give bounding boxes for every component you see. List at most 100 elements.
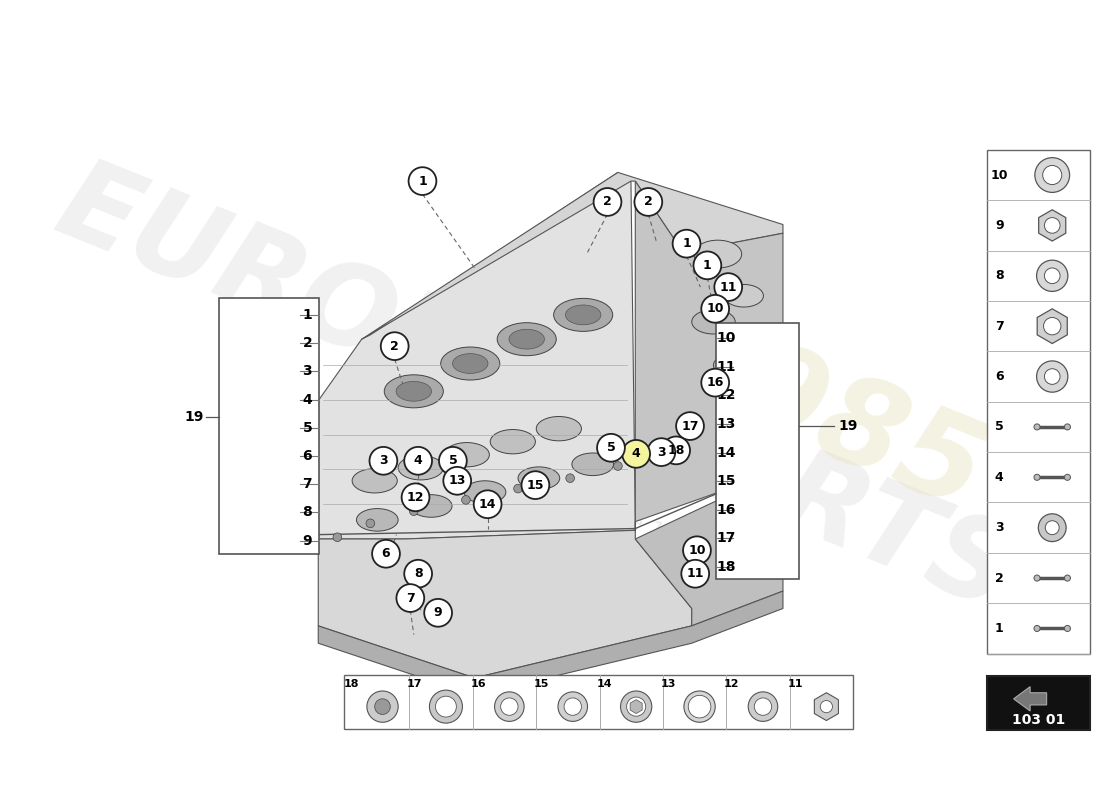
Circle shape <box>474 490 502 518</box>
Text: 12: 12 <box>717 389 736 402</box>
Circle shape <box>1036 260 1068 291</box>
Text: 8: 8 <box>994 270 1003 282</box>
Text: 1: 1 <box>994 622 1003 635</box>
Polygon shape <box>309 173 636 539</box>
Bar <box>219 298 319 554</box>
Text: 18: 18 <box>717 560 736 574</box>
Text: 11: 11 <box>717 360 736 374</box>
Text: 10: 10 <box>717 331 736 346</box>
Circle shape <box>558 692 587 722</box>
Text: 14: 14 <box>478 498 496 510</box>
Circle shape <box>495 692 524 722</box>
Ellipse shape <box>724 285 763 307</box>
Circle shape <box>370 447 397 474</box>
Ellipse shape <box>714 353 757 378</box>
Text: 18: 18 <box>343 679 359 689</box>
Text: 2: 2 <box>994 571 1003 585</box>
Circle shape <box>755 698 772 715</box>
Circle shape <box>683 536 711 564</box>
Text: 16: 16 <box>706 376 724 389</box>
Text: 9: 9 <box>994 219 1003 232</box>
Ellipse shape <box>1034 575 1041 581</box>
Circle shape <box>689 695 711 718</box>
Text: 4: 4 <box>302 393 312 406</box>
Ellipse shape <box>1065 474 1070 480</box>
Circle shape <box>648 438 675 466</box>
Text: 16: 16 <box>717 502 736 517</box>
Text: 6: 6 <box>382 547 390 560</box>
Ellipse shape <box>410 494 452 518</box>
Circle shape <box>366 519 375 528</box>
Ellipse shape <box>396 382 431 402</box>
Circle shape <box>367 691 398 722</box>
Ellipse shape <box>537 417 582 441</box>
Ellipse shape <box>572 453 614 475</box>
Ellipse shape <box>356 509 398 531</box>
Text: 3: 3 <box>379 454 387 467</box>
Text: EUROPÉSPORTS: EUROPÉSPORTS <box>42 149 1030 634</box>
Text: 103 01: 103 01 <box>1012 714 1065 727</box>
Polygon shape <box>636 470 783 626</box>
Text: 3: 3 <box>994 521 1003 534</box>
Circle shape <box>1044 218 1060 234</box>
Circle shape <box>684 691 715 722</box>
Ellipse shape <box>518 467 560 490</box>
Text: 4: 4 <box>631 447 640 460</box>
Circle shape <box>1044 268 1060 284</box>
Text: 5: 5 <box>449 454 458 467</box>
Text: 2: 2 <box>390 340 399 353</box>
Ellipse shape <box>464 481 506 503</box>
Ellipse shape <box>730 406 774 430</box>
Polygon shape <box>636 181 783 522</box>
Text: 10: 10 <box>706 302 724 315</box>
Ellipse shape <box>352 469 397 493</box>
Circle shape <box>635 188 662 216</box>
Circle shape <box>404 447 432 474</box>
Ellipse shape <box>384 375 443 408</box>
Circle shape <box>500 698 518 715</box>
Circle shape <box>429 690 462 723</box>
Circle shape <box>672 230 701 258</box>
Ellipse shape <box>694 240 741 268</box>
Text: 6: 6 <box>302 449 312 463</box>
Circle shape <box>408 167 437 195</box>
Circle shape <box>662 437 690 464</box>
Circle shape <box>614 462 623 470</box>
Ellipse shape <box>509 330 544 349</box>
Circle shape <box>439 447 466 474</box>
Ellipse shape <box>1065 424 1070 430</box>
Polygon shape <box>318 591 783 695</box>
Text: 14: 14 <box>597 679 613 689</box>
Circle shape <box>623 440 650 468</box>
Ellipse shape <box>497 322 557 356</box>
Text: 7: 7 <box>302 478 312 491</box>
Circle shape <box>443 467 471 494</box>
Circle shape <box>1035 158 1069 193</box>
Circle shape <box>381 332 408 360</box>
Text: 2: 2 <box>302 336 312 350</box>
Circle shape <box>462 495 471 504</box>
Circle shape <box>404 560 432 588</box>
Bar <box>344 675 854 730</box>
Circle shape <box>594 188 621 216</box>
Polygon shape <box>318 522 692 678</box>
Circle shape <box>693 251 722 279</box>
Text: 5: 5 <box>994 421 1003 434</box>
Text: 2: 2 <box>644 195 652 209</box>
Text: 10: 10 <box>689 544 706 557</box>
Text: 10: 10 <box>990 169 1008 182</box>
Text: 1: 1 <box>418 174 427 188</box>
Bar <box>716 322 799 579</box>
Ellipse shape <box>452 354 488 374</box>
Circle shape <box>333 533 342 542</box>
Text: 15: 15 <box>534 679 549 689</box>
Circle shape <box>521 471 549 499</box>
Circle shape <box>676 412 704 440</box>
Polygon shape <box>814 693 838 721</box>
Ellipse shape <box>692 310 735 334</box>
Ellipse shape <box>441 347 499 380</box>
Ellipse shape <box>1034 626 1041 631</box>
Text: 5: 5 <box>302 421 312 434</box>
Circle shape <box>1036 361 1068 392</box>
Circle shape <box>514 484 522 493</box>
